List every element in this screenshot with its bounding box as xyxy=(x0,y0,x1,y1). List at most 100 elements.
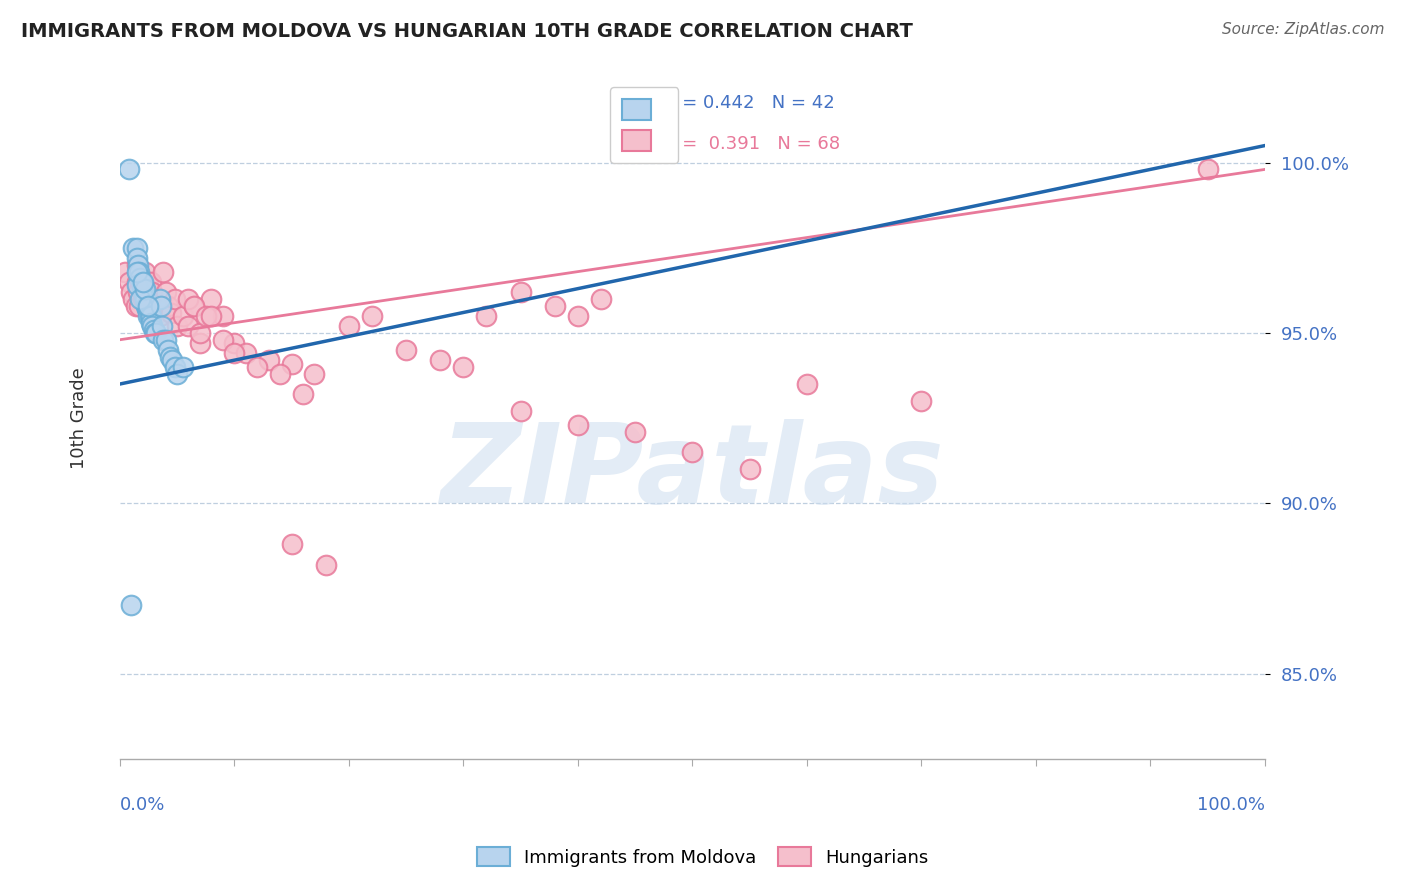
Point xyxy=(129,292,152,306)
Point xyxy=(177,319,200,334)
Point xyxy=(567,417,589,432)
Point xyxy=(681,445,703,459)
Text: 10th Grade: 10th Grade xyxy=(70,368,87,469)
Legend: , : , xyxy=(610,87,679,162)
Point xyxy=(143,309,166,323)
Point xyxy=(120,285,142,299)
Point xyxy=(131,282,153,296)
Point xyxy=(360,309,382,323)
Point xyxy=(150,319,173,334)
Point xyxy=(125,299,148,313)
Point xyxy=(453,359,475,374)
Text: IMMIGRANTS FROM MOLDOVA VS HUNGARIAN 10TH GRADE CORRELATION CHART: IMMIGRANTS FROM MOLDOVA VS HUNGARIAN 10T… xyxy=(21,22,912,41)
Point xyxy=(118,275,141,289)
Point xyxy=(125,278,148,293)
Point xyxy=(129,275,152,289)
Text: ZIPatlas: ZIPatlas xyxy=(440,419,945,526)
Point xyxy=(138,309,160,323)
Point xyxy=(200,292,222,306)
Point xyxy=(475,309,498,323)
Text: 100.0%: 100.0% xyxy=(1197,797,1265,814)
Point xyxy=(127,258,149,272)
Point xyxy=(139,275,162,289)
Point xyxy=(337,319,360,334)
Point xyxy=(1197,162,1219,177)
Point xyxy=(910,394,932,409)
Point xyxy=(257,353,280,368)
Point xyxy=(429,353,451,368)
Point xyxy=(172,309,194,323)
Point xyxy=(114,265,136,279)
Point xyxy=(395,343,418,357)
Text: Source: ZipAtlas.com: Source: ZipAtlas.com xyxy=(1222,22,1385,37)
Point xyxy=(131,285,153,299)
Point xyxy=(280,537,302,551)
Point xyxy=(135,275,157,289)
Point xyxy=(127,285,149,299)
Point xyxy=(172,359,194,374)
Text: 0.0%: 0.0% xyxy=(120,797,165,814)
Point xyxy=(188,326,211,340)
Point xyxy=(122,292,145,306)
Point xyxy=(138,285,160,299)
Point xyxy=(149,309,172,323)
Point xyxy=(131,275,153,289)
Point xyxy=(131,292,153,306)
Point xyxy=(139,309,162,323)
Point xyxy=(128,299,150,313)
Point xyxy=(163,359,186,374)
Point xyxy=(145,299,167,313)
Point xyxy=(155,333,177,347)
Point xyxy=(138,299,160,313)
Point xyxy=(131,282,153,296)
Point xyxy=(120,599,142,613)
Point xyxy=(125,265,148,279)
Point xyxy=(149,299,172,313)
Point xyxy=(129,271,152,285)
Point xyxy=(796,377,818,392)
Point xyxy=(280,357,302,371)
Point xyxy=(159,350,181,364)
Point xyxy=(163,292,186,306)
Point xyxy=(166,319,188,334)
Point xyxy=(291,387,314,401)
Point xyxy=(134,265,156,279)
Point xyxy=(155,285,177,299)
Point xyxy=(131,275,153,289)
Point xyxy=(128,265,150,279)
Point xyxy=(624,425,647,439)
Point xyxy=(160,305,183,319)
Point xyxy=(211,309,233,323)
Point xyxy=(122,241,145,255)
Point xyxy=(156,299,179,313)
Text: R = 0.442   N = 42: R = 0.442 N = 42 xyxy=(664,95,834,112)
Point xyxy=(544,299,567,313)
Point xyxy=(138,309,160,323)
Point xyxy=(509,404,531,418)
Point xyxy=(138,275,160,289)
Point xyxy=(136,302,159,317)
Point xyxy=(138,302,160,317)
Point xyxy=(118,162,141,177)
Point xyxy=(125,241,148,255)
Point xyxy=(125,275,148,289)
Point xyxy=(246,359,269,374)
Point xyxy=(145,326,167,340)
Point xyxy=(162,353,184,368)
Point xyxy=(132,288,155,302)
Point xyxy=(738,462,761,476)
Point xyxy=(152,333,174,347)
Point xyxy=(589,292,612,306)
Point xyxy=(235,346,257,360)
Point xyxy=(224,336,246,351)
Point xyxy=(125,251,148,265)
Point xyxy=(304,367,326,381)
Point xyxy=(149,292,172,306)
Point xyxy=(156,343,179,357)
Point xyxy=(269,367,291,381)
Point xyxy=(200,309,222,323)
Point xyxy=(224,346,246,360)
Point xyxy=(183,299,205,313)
Point xyxy=(211,333,233,347)
Point xyxy=(194,309,217,323)
